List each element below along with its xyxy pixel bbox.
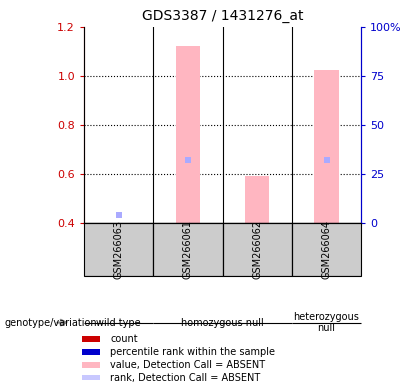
Text: GSM266061: GSM266061 [183,220,193,279]
Bar [245,176,269,223]
Text: rank, Detection Call = ABSENT: rank, Detection Call = ABSENT [110,372,260,382]
Text: value, Detection Call = ABSENT: value, Detection Call = ABSENT [110,360,265,370]
Text: percentile rank within the sample: percentile rank within the sample [110,347,275,357]
Bar [82,336,100,342]
Text: GSM266064: GSM266064 [322,220,331,279]
Bar [292,223,361,276]
Bar [176,46,200,223]
Text: GSM266062: GSM266062 [252,220,262,279]
Bar [153,223,223,276]
Bar [223,223,292,276]
Bar [82,375,100,381]
Text: homozygous null: homozygous null [181,318,264,328]
Bar [82,362,100,368]
Text: wild type: wild type [96,318,141,328]
Bar [315,70,339,223]
Title: GDS3387 / 1431276_at: GDS3387 / 1431276_at [142,9,303,23]
Bar [84,223,153,276]
Text: heterozygous
null: heterozygous null [294,312,360,333]
Text: GSM266063: GSM266063 [114,220,123,279]
Text: genotype/variation: genotype/variation [4,318,97,328]
Bar [82,349,100,355]
Text: count: count [110,334,138,344]
